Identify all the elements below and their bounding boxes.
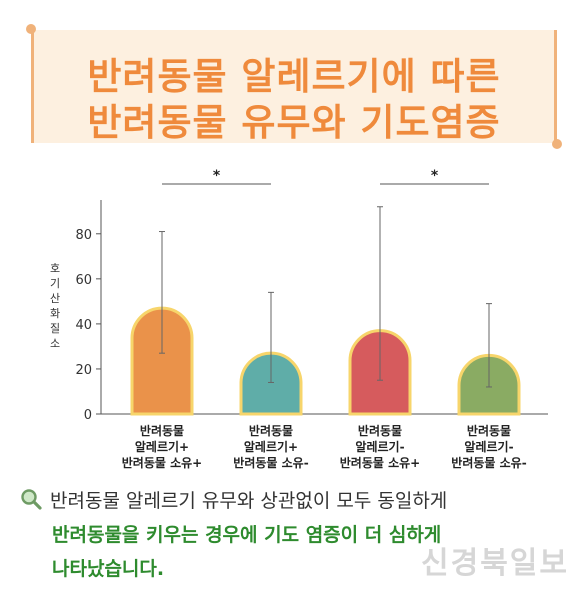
y-axis-label-char: 질 (50, 322, 60, 335)
x-tick-label: 반려동물 소유- (451, 455, 526, 470)
x-tick-label: 반려동물 (140, 423, 184, 438)
y-tick-label: 20 (75, 363, 92, 378)
significance-label: * (431, 168, 439, 184)
y-tick-label: 40 (75, 318, 92, 333)
x-tick-label: 반려동물 소유+ (340, 455, 420, 470)
title-banner: 반려동물 알레르기에 따른 반려동물 유무와 기도염증 (26, 24, 562, 149)
y-tick-label: 80 (75, 228, 92, 243)
watermark-logo: 신경북일보 (421, 546, 569, 581)
bar (239, 351, 303, 416)
x-tick-label: 반려동물 소유- (233, 455, 308, 470)
summary-line-1: 반려동물 알레르기 유무와 상관없이 모두 동일하게 (50, 489, 448, 512)
x-tick-label: 반려동물 (467, 423, 511, 438)
banner-left-rule (31, 30, 34, 143)
summary-line-3: 나타났습니다. (52, 558, 165, 580)
x-tick-label: 알레르기+ (135, 439, 189, 454)
summary-text: 반려동물 알레르기 유무와 상관없이 모두 동일하게 반려동물을 키우는 경우에… (20, 484, 580, 586)
x-tick-label: 반려동물 (358, 423, 402, 438)
x-tick-label: 알레르기- (464, 439, 513, 454)
x-tick-label: 알레르기- (355, 439, 404, 454)
title-line-1: 반려동물 알레르기에 따른 (87, 55, 501, 98)
x-tick-label: 반려동물 소유+ (122, 455, 202, 470)
summary-line-1-row: 반려동물 알레르기 유무와 상관없이 모두 동일하게 (20, 484, 580, 514)
x-tick-label: 반려동물 (249, 423, 293, 438)
x-tick-label: 알레르기+ (244, 439, 298, 454)
y-tick-label: 60 (75, 273, 92, 288)
bar (130, 306, 194, 416)
banner-right-rule (554, 30, 557, 143)
banner-dot-bottom-right (552, 139, 562, 149)
y-tick-label: 0 (84, 408, 92, 423)
y-axis-label-char: 화 (50, 307, 60, 320)
magnifier-icon (21, 489, 42, 510)
significance-label: * (213, 168, 221, 184)
y-axis-label-char: 호 (50, 262, 60, 275)
y-axis-label-char: 기 (50, 277, 60, 290)
banner-dot-top-left (26, 24, 36, 34)
y-axis-label-char: 소 (50, 337, 60, 350)
y-axis-label-char: 산 (50, 292, 60, 305)
title-line-2: 반려동물 유무와 기도염증 (87, 101, 501, 144)
summary-line-2: 반려동물을 키우는 경우에 기도 염증이 더 심하게 (52, 524, 442, 546)
